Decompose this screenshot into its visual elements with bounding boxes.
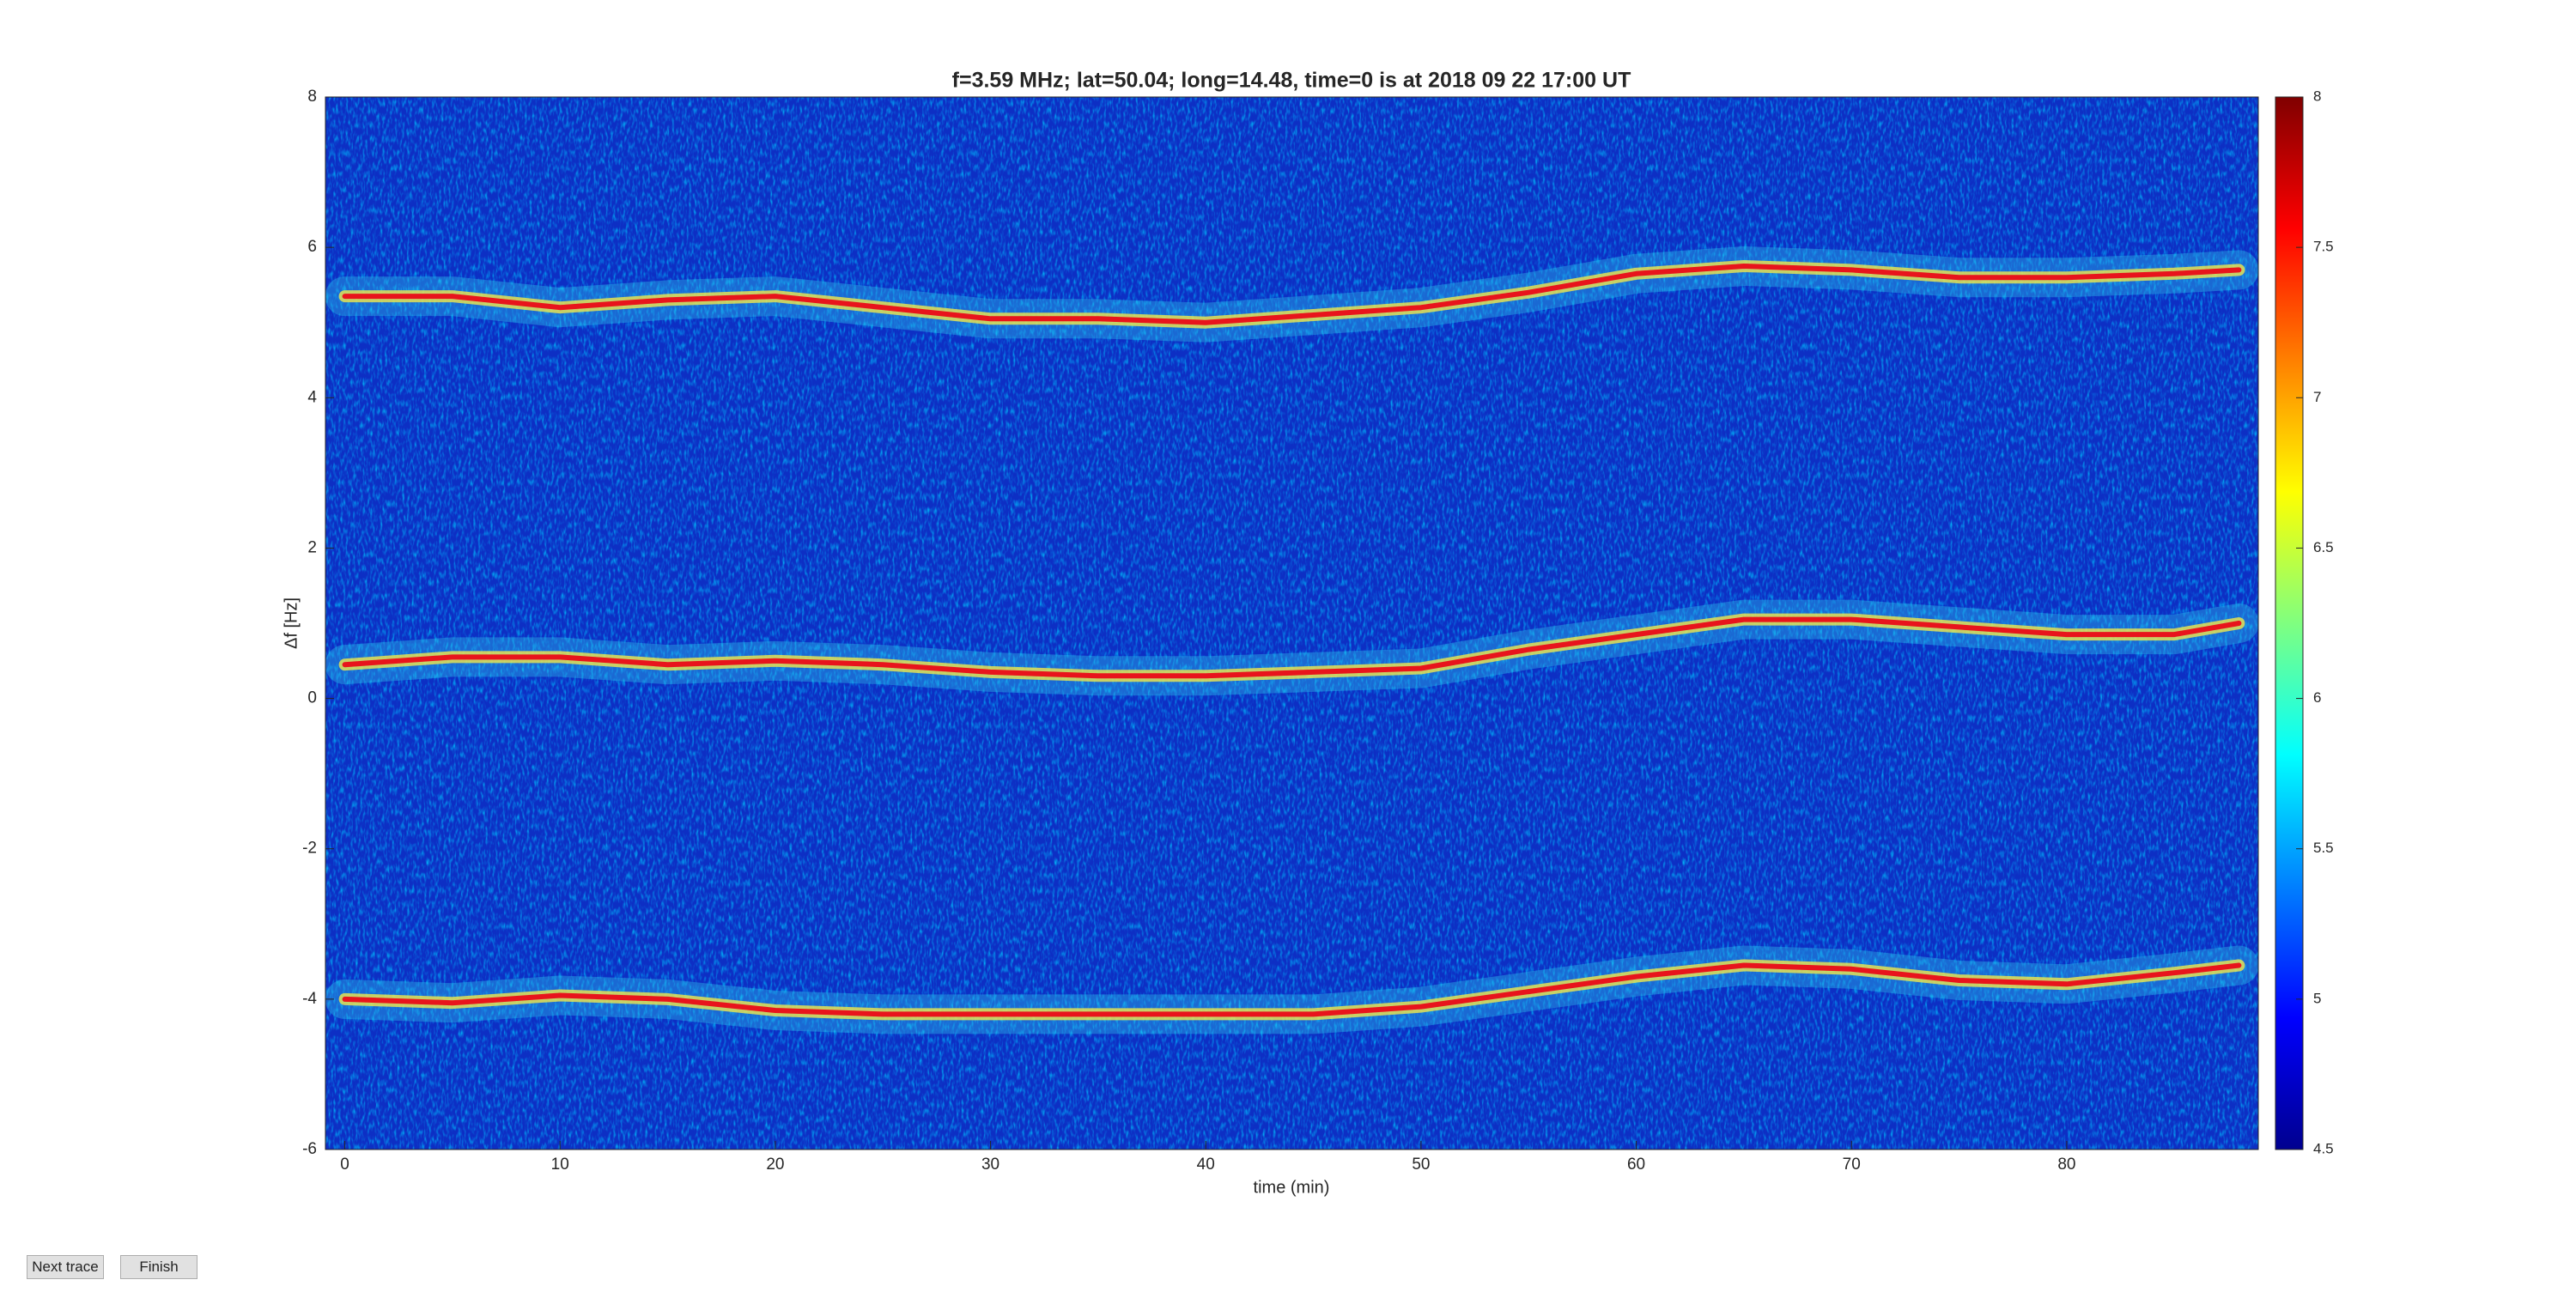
chart-title: f=3.59 MHz; lat=50.04; long=14.48, time=…: [952, 69, 1631, 93]
x-tick-label: 10: [551, 1156, 569, 1174]
y-tick-label: -4: [302, 990, 317, 1008]
x-tick-label: 0: [340, 1156, 349, 1174]
colorbar-tick-label: 6.5: [2313, 539, 2334, 555]
colorbar-tick-label: 4.5: [2313, 1140, 2334, 1156]
colorbar-tick-label: 7: [2313, 389, 2321, 405]
colorbar: [2275, 96, 2304, 1150]
colorbar-tick-label: 5.5: [2313, 840, 2334, 856]
y-tick-label: 6: [307, 238, 317, 256]
y-tick-label: 2: [307, 538, 317, 556]
colorbar-tick-label: 6: [2313, 689, 2321, 706]
plot-frame: [325, 96, 2259, 1150]
trace: [342, 962, 2242, 1017]
x-tick-label: 20: [766, 1156, 784, 1174]
trace: [342, 616, 2242, 679]
trace: [342, 264, 2242, 325]
y-tick-label: -6: [302, 1140, 317, 1158]
colorbar-tick-label: 5: [2313, 990, 2321, 1006]
y-tick-label: 4: [307, 388, 317, 406]
x-tick-label: 30: [981, 1156, 999, 1174]
next-trace-button[interactable]: Next trace: [27, 1255, 104, 1279]
y-tick-label: 8: [307, 88, 317, 106]
y-tick-label: 0: [307, 689, 317, 707]
chart: f=3.59 MHz; lat=50.04; long=14.48, time=…: [282, 69, 2334, 1198]
colorbar-tick-label: 7.5: [2313, 239, 2334, 255]
x-axis-label: time (min): [1254, 1178, 1330, 1197]
finish-button[interactable]: Finish: [120, 1255, 197, 1279]
x-tick-label: 80: [2057, 1156, 2075, 1174]
x-tick-label: 70: [1843, 1156, 1861, 1174]
colorbar-tick-label: 8: [2313, 88, 2321, 104]
x-tick-label: 40: [1197, 1156, 1215, 1174]
x-tick-label: 50: [1412, 1156, 1430, 1174]
y-axis-label: Δf [Hz]: [282, 597, 301, 649]
y-tick-label: -2: [302, 840, 317, 858]
x-tick-label: 60: [1627, 1156, 1645, 1174]
